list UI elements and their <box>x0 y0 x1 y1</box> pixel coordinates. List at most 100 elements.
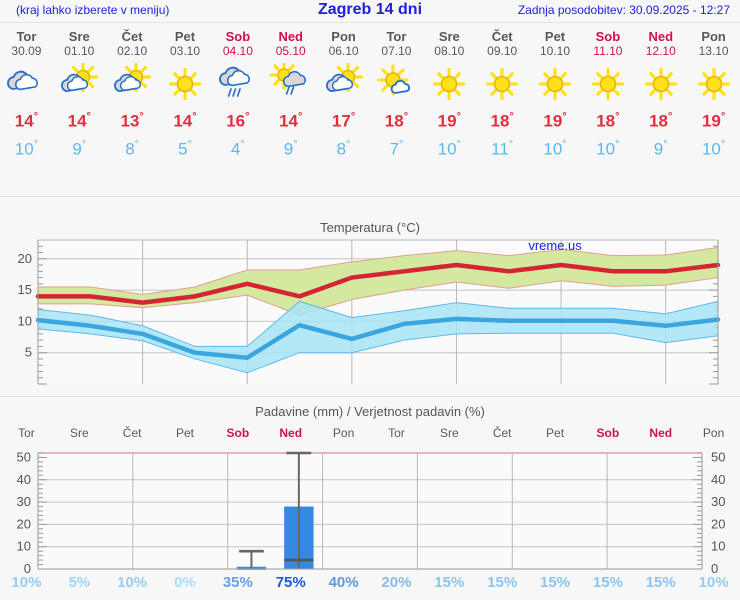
precip-probability: 15% <box>592 574 623 591</box>
temp-max: 17° <box>331 111 356 131</box>
day-column[interactable]: Pon 13.10 19° 10° <box>687 23 740 173</box>
temp-min: 10° <box>14 138 39 159</box>
svg-text:30: 30 <box>711 494 725 509</box>
day-date: 10.10 <box>540 44 571 58</box>
svg-text:20: 20 <box>711 516 725 531</box>
day-date: 30.09 <box>11 44 42 58</box>
partly-sunny-icon <box>321 62 367 104</box>
temp-max: 14° <box>279 111 303 131</box>
precip-probability: 5% <box>68 574 91 591</box>
temp-max: 19° <box>437 111 461 131</box>
precip-probability: 10% <box>698 574 729 591</box>
day-column[interactable]: Ned 05.10 14° 9° <box>264 23 317 173</box>
temp-min: 9° <box>653 138 668 159</box>
day-date: 09.10 <box>487 44 518 58</box>
sunny-icon <box>585 62 631 104</box>
svg-text:10: 10 <box>17 539 31 554</box>
precip-day-label: Ned <box>279 426 303 440</box>
temp-max: 14° <box>14 111 39 131</box>
temp-min: 10° <box>596 138 620 159</box>
temperature-chart: 5 10 15 20 vreme.us <box>0 236 740 396</box>
day-of-week: Sre <box>68 29 90 44</box>
cloudy-icon <box>3 62 49 104</box>
day-date: 13.10 <box>698 44 729 58</box>
precip-day-labels: Tor Sre Čet Pet Sob Ned Pon Tor Sre Čet Pet Sob Ned P… <box>0 426 740 442</box>
sunny-icon <box>479 62 525 104</box>
day-column[interactable]: Pet 03.10 14° 5° <box>159 23 212 173</box>
temp-max: 14° <box>67 111 91 131</box>
svg-text:15: 15 <box>18 282 32 297</box>
day-of-week: Ned <box>278 29 303 44</box>
svg-text:10: 10 <box>18 313 32 328</box>
temp-min: 9° <box>72 138 87 159</box>
page-title: Zagreb 14 dni <box>317 1 423 18</box>
temp-max: 19° <box>543 111 567 131</box>
day-column[interactable]: Pet 10.10 19° 10° <box>529 23 582 173</box>
precip-probability: 20% <box>381 574 412 591</box>
temp-max: 16° <box>226 111 250 131</box>
svg-text:20: 20 <box>18 251 32 266</box>
precip-day-label: Pet <box>176 426 195 440</box>
day-date: 12.10 <box>645 44 676 58</box>
precip-day-label: Sob <box>226 426 250 440</box>
temp-max: 13° <box>120 111 144 131</box>
day-date: 03.10 <box>169 44 201 58</box>
precip-day-label: Sre <box>439 426 459 440</box>
day-column[interactable]: Sre 01.10 14° 9° <box>53 23 106 173</box>
temp-min: 7° <box>389 138 404 159</box>
temperature-chart-title: Temperatura (°C) <box>320 220 420 235</box>
temp-min: 8° <box>125 138 140 159</box>
precip-day-label: Tor <box>18 426 35 440</box>
precip-probability: 15% <box>487 574 518 591</box>
svg-text:0: 0 <box>24 561 31 575</box>
day-column[interactable]: Čet 02.10 13° 8° <box>106 23 159 173</box>
precip-day-label: Tor <box>388 426 405 440</box>
svg-text:40: 40 <box>711 472 725 487</box>
day-of-week: Pet <box>544 29 566 44</box>
day-of-week: Sre <box>438 29 460 44</box>
temp-max: 14° <box>173 111 197 131</box>
temp-min: 4° <box>230 138 245 159</box>
temp-min: 9° <box>283 138 298 159</box>
sunny-icon <box>162 62 208 104</box>
day-date: 04.10 <box>222 44 253 58</box>
precip-day-label: Pon <box>332 426 355 440</box>
precip-probability: 0% <box>174 574 196 591</box>
header-divider <box>0 22 740 23</box>
day-of-week: Čet <box>121 29 143 44</box>
daily-forecast-strip: Tor 30.09 14° 10° Sre 01.10 14° 9° Čet 02.10 13… <box>0 23 740 173</box>
day-column[interactable]: Sob 04.10 16° 4° <box>211 23 264 173</box>
day-column[interactable]: Čet 09.10 18° 11° <box>476 23 529 173</box>
day-of-week: Sob <box>595 29 621 44</box>
precip-probability-row: 10% 5% 10% 0% 35% 75% 40% 20% 15% 15% 15% 15% 15% 10% <box>0 574 740 594</box>
day-of-week: Čet <box>491 29 513 44</box>
day-date: 01.10 <box>64 44 95 58</box>
day-column[interactable]: Sob 11.10 18° 10° <box>581 23 634 173</box>
partly-sunny-icon <box>56 62 102 104</box>
day-date: 07.10 <box>381 44 412 58</box>
sunny-icon <box>691 62 737 104</box>
day-date: 02.10 <box>117 44 148 58</box>
section-divider-bottom <box>0 396 740 397</box>
svg-text:50: 50 <box>711 449 725 464</box>
day-column[interactable]: Tor 07.10 18° 7° <box>370 23 423 173</box>
partly-sunny-icon <box>109 62 155 104</box>
precip-probability: 15% <box>540 574 571 591</box>
day-column[interactable]: Pon 06.10 17° 8° <box>317 23 370 173</box>
temp-max: 18° <box>649 111 673 131</box>
rain-icon <box>215 62 261 104</box>
precip-probability: 40% <box>328 574 359 591</box>
day-of-week: Pon <box>331 29 356 44</box>
day-column[interactable]: Tor 30.09 14° 10° <box>0 23 53 173</box>
day-of-week: Sob <box>225 29 251 44</box>
day-date: 11.10 <box>593 44 623 58</box>
svg-text:10: 10 <box>711 539 725 554</box>
day-of-week: Pet <box>174 29 196 44</box>
svg-text:0: 0 <box>711 561 718 575</box>
svg-text:50: 50 <box>17 449 31 464</box>
day-column[interactable]: Ned 12.10 18° 9° <box>634 23 687 173</box>
day-column[interactable]: Sre 08.10 19° 10° <box>423 23 476 173</box>
temp-min: 10° <box>437 138 461 159</box>
temp-min: 10° <box>543 138 567 159</box>
